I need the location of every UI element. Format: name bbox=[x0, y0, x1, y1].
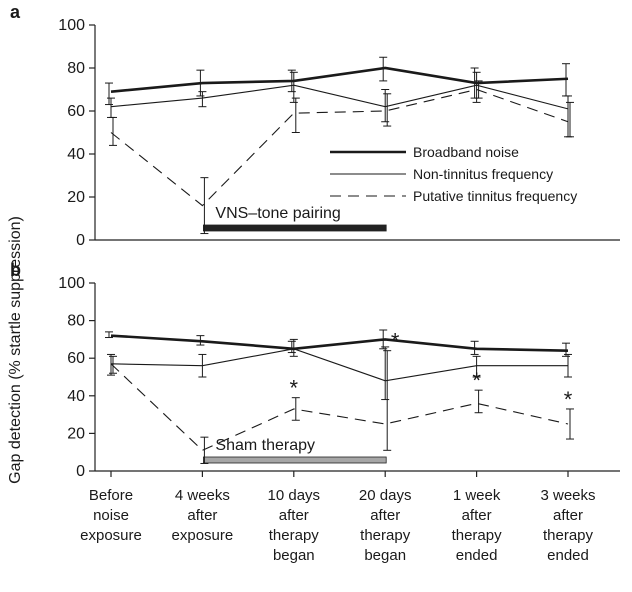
x-tick-label-line: after bbox=[370, 507, 400, 524]
y-tick-label: 60 bbox=[67, 103, 85, 120]
x-tick-label-line: therapy bbox=[360, 527, 411, 544]
x-tick-label-line: 4 weeks bbox=[175, 487, 230, 504]
x-tick-label-line: ended bbox=[456, 547, 498, 564]
x-tick-label-line: ended bbox=[547, 547, 589, 564]
y-axis-label: Gap detection (% startle suppression) bbox=[7, 216, 24, 484]
x-tick-label: 20 days after therapy began bbox=[359, 487, 412, 564]
x-tick-label-line: 1 week bbox=[453, 487, 501, 504]
x-tick-label-line: Before bbox=[89, 487, 133, 504]
x-tick-label: 3 weeks after therapy ended bbox=[540, 487, 595, 564]
x-tick-label-line: after bbox=[553, 507, 583, 524]
series-line-thick bbox=[110, 334, 569, 352]
x-tick-label-line: after bbox=[279, 507, 309, 524]
therapy-bar bbox=[202, 224, 387, 232]
panel-a: a 0 20 40 60 80 100 VNS–tone pairing Broadband n… bbox=[10, 2, 620, 249]
y-tick-label: 80 bbox=[67, 313, 85, 330]
series-line-thin bbox=[110, 348, 568, 382]
y-tick-label: 40 bbox=[67, 146, 85, 163]
panel-label-b: b bbox=[10, 260, 21, 280]
panel-label-a: a bbox=[10, 2, 21, 22]
therapy-bar-label: Sham therapy bbox=[215, 437, 315, 454]
x-tick-label-line: therapy bbox=[452, 527, 503, 544]
x-tick-label-line: began bbox=[273, 547, 315, 564]
significance-marker: * bbox=[564, 387, 573, 412]
series-line-dashed bbox=[110, 363, 569, 451]
y-tick-label: 100 bbox=[58, 275, 85, 292]
legend-entry: Non-tinnitus frequency bbox=[413, 166, 553, 182]
series-line-dashed bbox=[110, 88, 569, 207]
x-tick-label-line: 20 days bbox=[359, 487, 412, 504]
x-tick-label-line: after bbox=[462, 507, 492, 524]
y-tick-label: 20 bbox=[67, 425, 85, 442]
series-line-thick bbox=[110, 66, 569, 93]
x-tick-label-line: 3 weeks bbox=[540, 487, 595, 504]
panel-b: b 0 20 40 60 80 100 Sham therapy * * * * bbox=[10, 260, 620, 480]
legend-entry: Broadband noise bbox=[413, 144, 519, 160]
significance-marker: * bbox=[472, 368, 481, 393]
series-line-thin bbox=[110, 84, 569, 110]
y-tick-label: 60 bbox=[67, 350, 85, 367]
x-tick-label: 10 days after therapy began bbox=[268, 487, 321, 564]
x-tick-label-line: 10 days bbox=[268, 487, 321, 504]
x-tick-label: 4 weeks after exposure bbox=[172, 487, 234, 544]
therapy-bar-label: VNS–tone pairing bbox=[215, 205, 340, 222]
y-tick-label: 0 bbox=[76, 463, 85, 480]
y-tick-label: 40 bbox=[67, 388, 85, 405]
x-tick-label-line: began bbox=[364, 547, 406, 564]
x-tick-label-line: exposure bbox=[172, 527, 234, 544]
y-tick-label: 20 bbox=[67, 189, 85, 206]
x-tick-label-line: noise bbox=[93, 507, 129, 524]
y-tick-label: 100 bbox=[58, 17, 85, 34]
x-tick-label: 1 week after therapy ended bbox=[452, 487, 503, 564]
x-tick-label-line: therapy bbox=[269, 527, 320, 544]
x-tick-label-line: after bbox=[187, 507, 217, 524]
significance-marker: * bbox=[391, 329, 400, 354]
x-tick-label-line: exposure bbox=[80, 527, 142, 544]
x-tick-label: Before noise exposure bbox=[80, 487, 142, 544]
x-tick-label-line: therapy bbox=[543, 527, 594, 544]
category-labels: Before noise exposure 4 weeks after exposure 1… bbox=[80, 487, 595, 564]
legend-entry: Putative tinnitus frequency bbox=[413, 188, 577, 204]
y-tick-label: 0 bbox=[76, 232, 85, 249]
y-tick-label: 80 bbox=[67, 60, 85, 77]
significance-marker: * bbox=[290, 376, 299, 401]
therapy-bar bbox=[202, 456, 387, 464]
